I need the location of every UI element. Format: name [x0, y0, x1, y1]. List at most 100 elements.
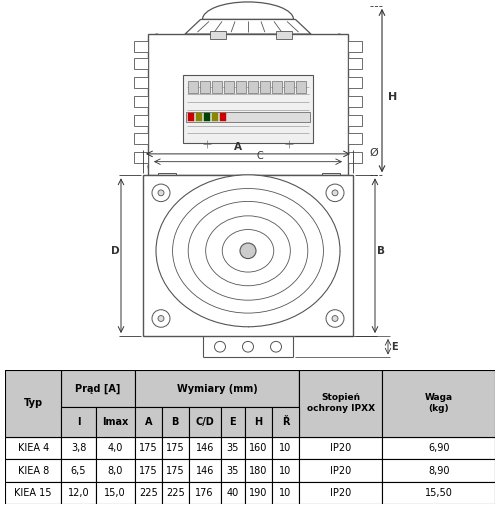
- Bar: [220, 459, 245, 482]
- Bar: [382, 370, 495, 437]
- Text: 8,90: 8,90: [428, 465, 450, 476]
- Bar: [186, 112, 310, 122]
- Text: 180: 180: [250, 465, 268, 476]
- Bar: [236, 81, 246, 92]
- Text: E: E: [390, 342, 398, 352]
- Circle shape: [152, 310, 170, 327]
- Circle shape: [332, 315, 338, 321]
- Circle shape: [158, 190, 164, 196]
- Text: 40: 40: [226, 488, 239, 498]
- Bar: [245, 407, 272, 437]
- Bar: [148, 34, 348, 175]
- Bar: [134, 96, 148, 107]
- Bar: [382, 482, 495, 504]
- Text: B: B: [377, 246, 385, 256]
- Bar: [62, 482, 96, 504]
- Text: Wymiary (mm): Wymiary (mm): [176, 384, 258, 394]
- Text: Waga: Waga: [424, 384, 454, 394]
- Polygon shape: [185, 19, 311, 34]
- Bar: [299, 459, 382, 482]
- Bar: [162, 407, 189, 437]
- Text: IP20: IP20: [330, 488, 351, 498]
- Bar: [245, 459, 272, 482]
- Text: 35: 35: [226, 465, 239, 476]
- Bar: [5, 437, 62, 459]
- Bar: [189, 459, 220, 482]
- Bar: [272, 459, 299, 482]
- Bar: [220, 407, 245, 437]
- Bar: [189, 407, 220, 437]
- Text: 6,5: 6,5: [71, 465, 86, 476]
- Bar: [189, 482, 220, 504]
- Text: 175: 175: [166, 465, 184, 476]
- Circle shape: [214, 341, 226, 352]
- Text: 15,0: 15,0: [104, 488, 126, 498]
- Circle shape: [284, 139, 294, 149]
- Bar: [135, 407, 162, 437]
- Bar: [188, 81, 198, 92]
- Bar: [188, 113, 194, 121]
- Ellipse shape: [188, 201, 308, 300]
- Bar: [248, 81, 258, 92]
- Bar: [135, 370, 299, 407]
- Circle shape: [240, 243, 256, 259]
- Bar: [348, 77, 362, 88]
- Text: 176: 176: [196, 488, 214, 498]
- Text: KIEA 8: KIEA 8: [18, 465, 49, 476]
- Bar: [204, 113, 210, 121]
- Text: 190: 190: [250, 488, 268, 498]
- Circle shape: [326, 184, 344, 202]
- Text: Ø: Ø: [369, 148, 378, 158]
- Bar: [272, 407, 299, 437]
- Text: IP20: IP20: [330, 443, 351, 453]
- Bar: [162, 459, 189, 482]
- Text: A: A: [234, 142, 242, 152]
- Bar: [212, 113, 218, 121]
- Bar: [143, 175, 353, 336]
- Bar: [96, 482, 135, 504]
- Bar: [62, 407, 96, 437]
- Bar: [272, 437, 299, 459]
- Circle shape: [152, 184, 170, 202]
- Bar: [158, 173, 176, 179]
- Bar: [200, 81, 210, 92]
- Text: Waga
(kg): Waga (kg): [424, 393, 452, 413]
- Bar: [348, 115, 362, 126]
- Bar: [348, 152, 362, 163]
- Bar: [322, 173, 340, 179]
- Text: 10: 10: [280, 465, 291, 476]
- Text: H: H: [388, 92, 397, 102]
- Bar: [348, 96, 362, 107]
- Text: E: E: [230, 417, 236, 427]
- Text: 3,8: 3,8: [71, 443, 86, 453]
- Text: A: A: [144, 417, 152, 427]
- Text: Stopień
ochrony IPXX: Stopień ochrony IPXX: [306, 393, 374, 413]
- Bar: [220, 437, 245, 459]
- Bar: [162, 482, 189, 504]
- Text: 175: 175: [166, 443, 184, 453]
- Bar: [276, 31, 292, 39]
- Bar: [382, 370, 495, 407]
- Text: 35: 35: [226, 443, 239, 453]
- Text: Prąd [A]: Prąd [A]: [76, 384, 121, 394]
- Bar: [348, 41, 362, 52]
- Text: 10: 10: [280, 488, 291, 498]
- Text: 160: 160: [250, 443, 268, 453]
- Text: IP20: IP20: [330, 465, 351, 476]
- Bar: [5, 370, 62, 437]
- Text: Ř: Ř: [282, 417, 290, 427]
- Text: B: B: [172, 417, 179, 427]
- Bar: [284, 81, 294, 92]
- Bar: [62, 370, 135, 407]
- Bar: [96, 407, 135, 437]
- Text: 146: 146: [196, 465, 214, 476]
- Circle shape: [326, 310, 344, 327]
- Circle shape: [302, 92, 310, 99]
- Text: 175: 175: [139, 465, 158, 476]
- Bar: [5, 459, 62, 482]
- Bar: [348, 58, 362, 69]
- Bar: [135, 482, 162, 504]
- Bar: [245, 482, 272, 504]
- Bar: [134, 152, 148, 163]
- Circle shape: [332, 190, 338, 196]
